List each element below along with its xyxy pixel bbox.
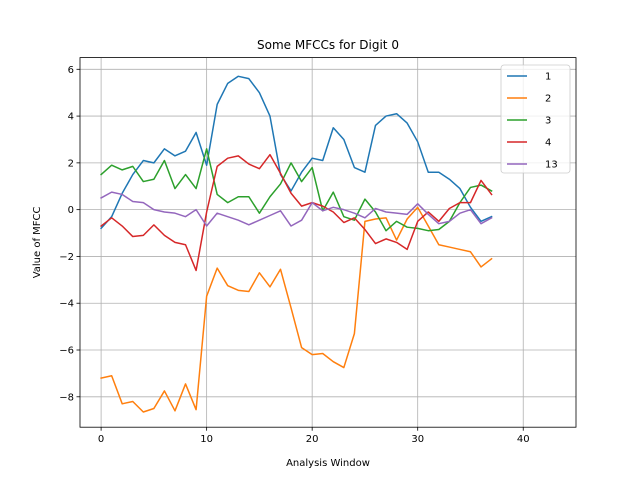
y-tick-label: 4 — [68, 112, 74, 123]
y-tick-label: −4 — [59, 299, 74, 310]
y-tick-label: −6 — [59, 346, 74, 357]
plot-frame — [79, 57, 577, 428]
chart-title: Some MFCCs for Digit 0 — [257, 38, 399, 52]
y-axis-label: Value of MFCC — [32, 206, 43, 278]
legend-label-13: 13 — [545, 160, 558, 171]
legend: 1 2 3 4 13 — [500, 64, 571, 174]
legend-label-1: 1 — [545, 72, 551, 83]
y-tick-label: 2 — [68, 158, 74, 169]
legend-label-3: 3 — [545, 116, 551, 127]
x-tick-label: 40 — [517, 434, 530, 445]
x-axis-label: Analysis Window — [286, 458, 370, 469]
series-line-13 — [100, 191, 493, 227]
legend-box — [500, 64, 571, 174]
x-tick-label: 10 — [200, 434, 213, 445]
y-tick-label: −2 — [59, 252, 74, 263]
y-tick-label: −8 — [59, 392, 74, 403]
axis-ticks: 0 10 20 30 40 −8 −6 −4 −2 0 2 4 6 — [59, 65, 529, 445]
series-line-3 — [100, 148, 493, 232]
series-line-2 — [100, 206, 493, 413]
x-tick-label: 30 — [411, 434, 424, 445]
legend-label-4: 4 — [545, 138, 551, 149]
x-tick-label: 20 — [306, 434, 319, 445]
y-tick-label: 6 — [68, 65, 74, 76]
series-line-1 — [100, 75, 493, 230]
series-lines — [100, 75, 493, 413]
y-tick-label: 0 — [68, 205, 74, 216]
x-tick-label: 0 — [98, 434, 104, 445]
legend-label-2: 2 — [545, 94, 551, 105]
